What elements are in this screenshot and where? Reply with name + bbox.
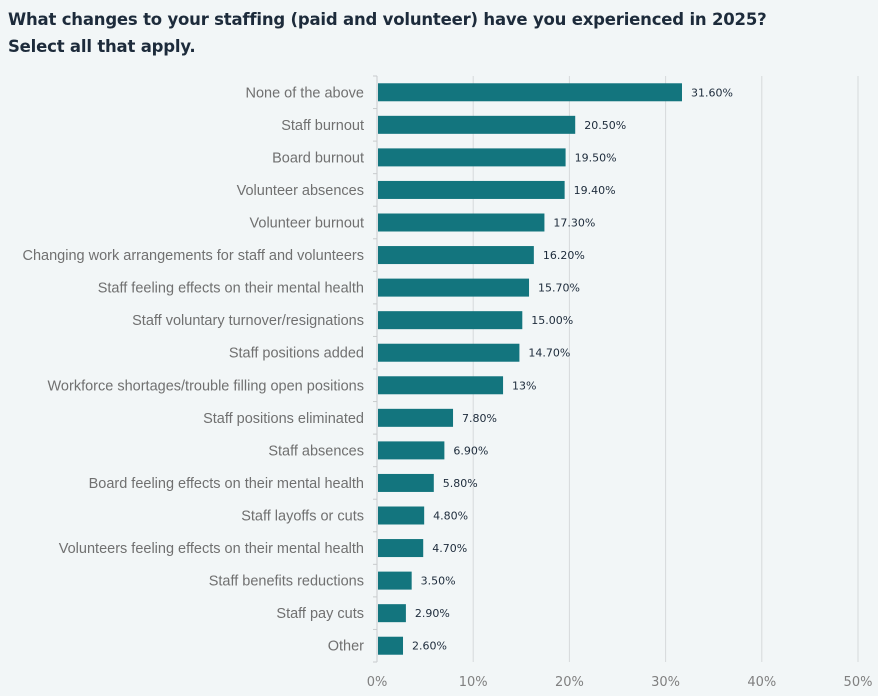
bar <box>378 246 534 265</box>
data-label: 17.30% <box>553 217 595 230</box>
data-label: 20.50% <box>584 119 626 132</box>
category-label: Staff pay cuts <box>276 606 364 622</box>
data-label: 2.90% <box>415 607 450 620</box>
category-label: Other <box>328 639 364 655</box>
data-label: 19.40% <box>574 184 616 197</box>
bar <box>378 636 404 655</box>
bar <box>378 213 545 232</box>
category-label: Staff benefits reductions <box>209 574 364 590</box>
bar <box>378 278 530 297</box>
category-label: Staff layoffs or cuts <box>241 509 364 525</box>
x-tick-label: 20% <box>555 675 584 690</box>
category-label: Staff burnout <box>281 118 364 134</box>
data-label: 2.60% <box>412 640 447 653</box>
data-label: 15.70% <box>538 282 580 295</box>
chart-title: What changes to your staffing (paid and … <box>8 10 767 56</box>
data-label: 16.20% <box>543 249 585 262</box>
category-label: Changing work arrangements for staff and… <box>23 248 364 264</box>
bar <box>378 148 566 167</box>
category-label: Board feeling effects on their mental he… <box>89 476 364 492</box>
bar <box>378 343 520 362</box>
x-tick-label: 10% <box>459 675 488 690</box>
x-tick-label: 30% <box>651 675 680 690</box>
data-label: 13% <box>512 379 536 392</box>
data-label: 3.50% <box>421 575 456 588</box>
category-label: Staff feeling effects on their mental he… <box>98 281 364 297</box>
x-tick-label: 50% <box>844 675 873 690</box>
category-label: Volunteer absences <box>237 183 364 199</box>
bar <box>378 571 412 590</box>
category-label: Workforce shortages/trouble filling open… <box>48 378 365 394</box>
category-label: Volunteer burnout <box>250 216 364 232</box>
x-tick-label: 0% <box>367 675 388 690</box>
data-label: 6.90% <box>453 444 488 457</box>
x-tick-label: 40% <box>747 675 776 690</box>
data-label: 4.80% <box>433 510 468 523</box>
bar <box>378 408 454 427</box>
bar <box>378 115 576 134</box>
data-label: 14.70% <box>528 347 570 360</box>
bar <box>378 506 425 525</box>
bar <box>378 311 523 330</box>
bar <box>378 604 406 623</box>
bar <box>378 376 504 395</box>
category-label: Staff positions eliminated <box>203 411 364 427</box>
category-label: Staff voluntary turnover/resignations <box>132 313 364 329</box>
data-label: 5.80% <box>443 477 478 490</box>
category-label: Volunteers feeling effects on their ment… <box>59 541 364 557</box>
category-label: Board burnout <box>272 150 364 166</box>
bar <box>378 441 445 460</box>
category-label: Staff positions added <box>229 346 364 362</box>
bar <box>378 539 424 558</box>
data-label: 31.60% <box>691 86 733 99</box>
bar <box>378 473 434 492</box>
data-label: 4.70% <box>432 542 467 555</box>
bar <box>378 180 565 199</box>
data-label: 15.00% <box>531 314 573 327</box>
bar <box>378 83 682 102</box>
data-label: 7.80% <box>462 412 497 425</box>
category-label: Staff absences <box>268 443 364 459</box>
data-label: 19.50% <box>575 151 617 164</box>
category-label: None of the above <box>245 85 364 101</box>
